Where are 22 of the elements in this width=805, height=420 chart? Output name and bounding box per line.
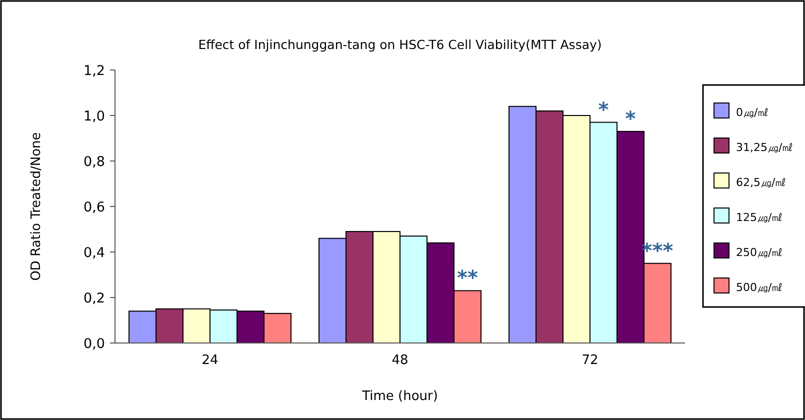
y-tick-label: 1,0: [84, 108, 105, 124]
x-tick-label: 72: [582, 353, 598, 368]
x-axis-title: Time (hour): [361, 389, 438, 404]
chart-title: Effect of Injinchunggan-tang on HSC-T6 Cell Viability(MTT Assay): [198, 37, 602, 52]
legend-label: 250㎍/㎖: [736, 246, 783, 259]
annotation: **: [457, 266, 478, 290]
y-tick-label: 0,0: [84, 336, 105, 352]
x-tick-label: 24: [202, 353, 218, 368]
legend-label: 0㎍/㎖: [736, 106, 769, 119]
legend-label: 31,25㎍/㎖: [736, 141, 794, 154]
annotation: *: [598, 97, 610, 122]
legend-label: 500㎍/㎖: [736, 281, 783, 294]
y-tick-label: 1,2: [84, 63, 105, 79]
legend-label: 125㎍/㎖: [736, 211, 783, 224]
annotation: *: [625, 106, 636, 130]
y-tick-label: 0,8: [84, 154, 105, 170]
y-tick-label: 0,4: [84, 245, 105, 261]
legend-label: 62,5㎍/㎖: [736, 176, 786, 189]
y-tick-label: 0,6: [84, 200, 105, 216]
y-axis-title: OD Ratio Treated/None: [29, 132, 44, 281]
x-tick-label: 48: [392, 353, 408, 368]
y-tick-label: 0,2: [84, 290, 105, 306]
